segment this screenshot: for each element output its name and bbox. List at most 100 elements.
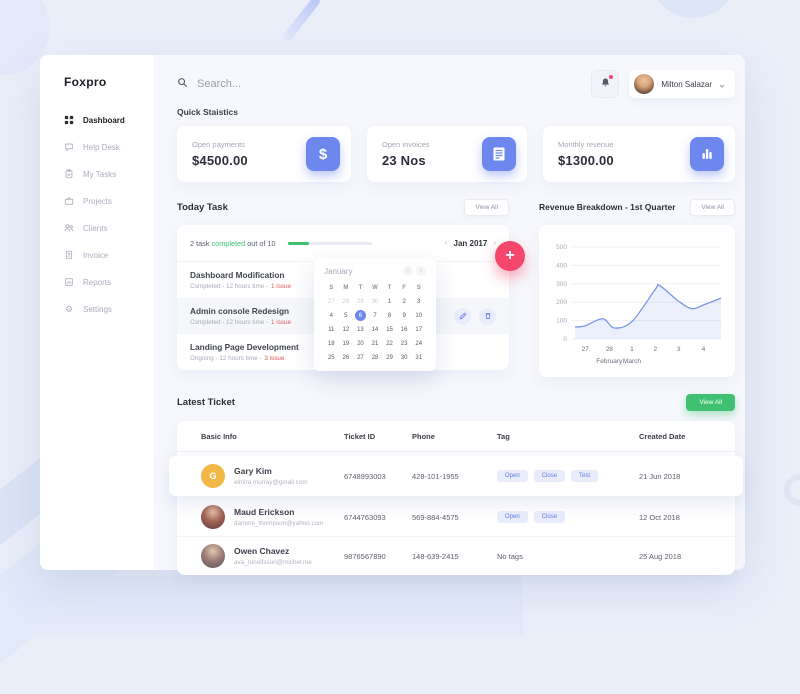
tickets-title: Latest Ticket bbox=[177, 396, 235, 408]
briefcase-icon bbox=[64, 196, 74, 206]
calendar-day[interactable]: 7 bbox=[373, 312, 377, 319]
calendar-next-arrow[interactable]: › bbox=[416, 266, 426, 276]
search-bar[interactable] bbox=[177, 75, 349, 93]
calendar-popover: January ‹ › S M T W T F S 27 28 29 30 1 2 3 4 5 6 7 8 9 10 11… bbox=[314, 258, 436, 371]
sidebar-item-settings[interactable]: ⚙ Settings bbox=[64, 303, 112, 314]
tag-list: No tags bbox=[497, 552, 639, 561]
calendar-day[interactable]: 15 bbox=[386, 326, 393, 333]
calendar-day[interactable]: 30 bbox=[400, 354, 408, 361]
calendar-day[interactable]: 24 bbox=[415, 340, 423, 347]
calendar-day-selected[interactable]: 6 bbox=[353, 309, 368, 322]
calendar-day[interactable]: 22 bbox=[386, 340, 393, 347]
sidebar-item-clients[interactable]: Clients bbox=[64, 223, 154, 233]
calendar-day[interactable]: 28 bbox=[371, 354, 379, 361]
tag-pill[interactable]: Open bbox=[497, 511, 528, 523]
decor-ring-bottom-right bbox=[784, 474, 800, 506]
calendar-day[interactable]: 29 bbox=[357, 298, 364, 305]
today-task-view-all-button[interactable]: View All bbox=[464, 198, 509, 216]
calendar-day[interactable]: 16 bbox=[400, 326, 408, 333]
issue-badge: 3 issue bbox=[264, 355, 285, 362]
task-row[interactable]: Landing Page Development Ongoing - 12 ho… bbox=[190, 342, 299, 362]
calendar-day-header: M bbox=[343, 284, 349, 291]
calendar-day[interactable]: 19 bbox=[342, 340, 350, 347]
calendar-day[interactable]: 28 bbox=[342, 298, 350, 305]
issue-badge: 1 issue bbox=[271, 283, 291, 290]
table-row[interactable]: G Gary Kim elmira.murray@gmail.com 67489… bbox=[169, 456, 743, 496]
calendar-day[interactable]: 18 bbox=[327, 340, 335, 347]
calendar-day[interactable]: 23 bbox=[400, 340, 408, 347]
app-window: Foxpro Dashboard Help Desk My Tasks Proj… bbox=[40, 55, 745, 575]
svg-text:28: 28 bbox=[606, 346, 614, 353]
tag-pill[interactable]: Open bbox=[497, 470, 528, 482]
sidebar-item-invoice[interactable]: Invoice bbox=[64, 250, 154, 260]
tag-pill[interactable]: Close bbox=[533, 470, 566, 482]
users-icon bbox=[64, 223, 74, 233]
sidebar-item-my-tasks[interactable]: My Tasks bbox=[64, 169, 154, 179]
calendar-day[interactable]: 12 bbox=[342, 326, 350, 333]
calendar-day[interactable]: 14 bbox=[371, 326, 379, 333]
calendar-day[interactable]: 21 bbox=[371, 340, 379, 347]
table-row[interactable]: Owen Chavez ava_runolfsson@michel.me 987… bbox=[177, 536, 735, 575]
table-row[interactable]: Maud Erickson darlene_thompson@yahoo.com… bbox=[177, 498, 735, 536]
calendar-day[interactable]: 8 bbox=[387, 312, 392, 319]
receipt-icon[interactable] bbox=[482, 137, 516, 171]
calendar-day[interactable]: 27 bbox=[357, 354, 364, 361]
calendar-day[interactable]: 27 bbox=[327, 298, 335, 305]
next-month-arrow[interactable]: › bbox=[493, 238, 496, 247]
sidebar-item-reports[interactable]: Reports bbox=[64, 277, 154, 287]
calendar-grid: S M T W T F S 27 28 29 30 1 2 3 4 5 6 7 8 9 10 11 12 13 14 15 16 17… bbox=[324, 281, 426, 364]
dollar-icon[interactable]: $ bbox=[306, 137, 340, 171]
calendar-day[interactable]: 10 bbox=[415, 312, 423, 319]
task-row[interactable]: Dashboard Modification Completed - 12 ho… bbox=[190, 270, 291, 290]
calendar-day[interactable]: 29 bbox=[386, 354, 393, 361]
svg-text:3: 3 bbox=[677, 346, 681, 353]
sidebar: Foxpro Dashboard Help Desk My Tasks Proj… bbox=[40, 55, 155, 570]
app-logo: Foxpro bbox=[64, 75, 107, 89]
decor-diagonal-stroke bbox=[281, 0, 322, 44]
calendar-day[interactable]: 3 bbox=[417, 298, 421, 305]
svg-text:1: 1 bbox=[630, 346, 634, 353]
calendar-day[interactable]: 30 bbox=[371, 298, 379, 305]
task-progress-bar bbox=[287, 241, 372, 245]
revenue-chart-card: 0 100 200 300 400 500 27 28 1 2 3 4 February March bbox=[539, 225, 735, 377]
calendar-day[interactable]: 9 bbox=[402, 312, 406, 319]
calendar-day[interactable]: 25 bbox=[327, 354, 335, 361]
dashboard-columns: Today Task View All 2 task completed out… bbox=[177, 198, 735, 377]
calendar-day[interactable]: 5 bbox=[344, 312, 348, 319]
task-summary-completed: completed bbox=[211, 238, 246, 248]
notification-dot bbox=[609, 75, 614, 79]
calendar-day[interactable]: 1 bbox=[387, 298, 392, 305]
bar-chart-icon[interactable] bbox=[690, 137, 724, 171]
no-tags-label: No tags bbox=[497, 551, 523, 561]
profile-menu[interactable]: Milton Salazar bbox=[629, 70, 735, 98]
notifications-button[interactable] bbox=[591, 70, 620, 98]
calendar-day[interactable]: 13 bbox=[357, 326, 364, 333]
sidebar-item-dashboard[interactable]: Dashboard bbox=[64, 115, 154, 125]
calendar-day[interactable]: 31 bbox=[415, 354, 423, 361]
tickets-header: Latest Ticket View All bbox=[177, 392, 735, 412]
calendar-day[interactable]: 17 bbox=[415, 326, 423, 333]
main-content: Milton Salazar Quick Staistics Open paym… bbox=[155, 55, 745, 575]
sidebar-item-help-desk[interactable]: Help Desk bbox=[64, 142, 154, 152]
svg-text:500: 500 bbox=[556, 244, 567, 251]
calendar-day-header: T bbox=[387, 284, 392, 291]
calendar-prev-arrow[interactable]: ‹ bbox=[403, 266, 413, 276]
edit-task-button[interactable] bbox=[454, 307, 471, 325]
reports-icon bbox=[64, 277, 74, 287]
svg-text:0: 0 bbox=[563, 336, 567, 343]
delete-task-button[interactable] bbox=[479, 307, 496, 325]
add-task-button[interactable]: + bbox=[495, 241, 525, 271]
calendar-day[interactable]: 2 bbox=[402, 298, 406, 305]
prev-month-arrow[interactable]: ‹ bbox=[444, 238, 448, 247]
calendar-day[interactable]: 4 bbox=[329, 312, 333, 319]
calendar-day[interactable]: 26 bbox=[342, 354, 350, 361]
sidebar-item-projects[interactable]: Projects bbox=[64, 196, 154, 206]
calendar-day[interactable]: 20 bbox=[357, 340, 364, 347]
calendar-day[interactable]: 11 bbox=[328, 326, 335, 333]
tickets-view-all-button[interactable]: View All bbox=[686, 393, 735, 411]
search-input[interactable] bbox=[195, 77, 349, 91]
tag-pill[interactable]: Close bbox=[533, 511, 566, 523]
tag-pill[interactable]: Test bbox=[571, 470, 599, 482]
revenue-view-all-button[interactable]: View All bbox=[690, 198, 735, 216]
svg-text:March: March bbox=[623, 358, 641, 365]
